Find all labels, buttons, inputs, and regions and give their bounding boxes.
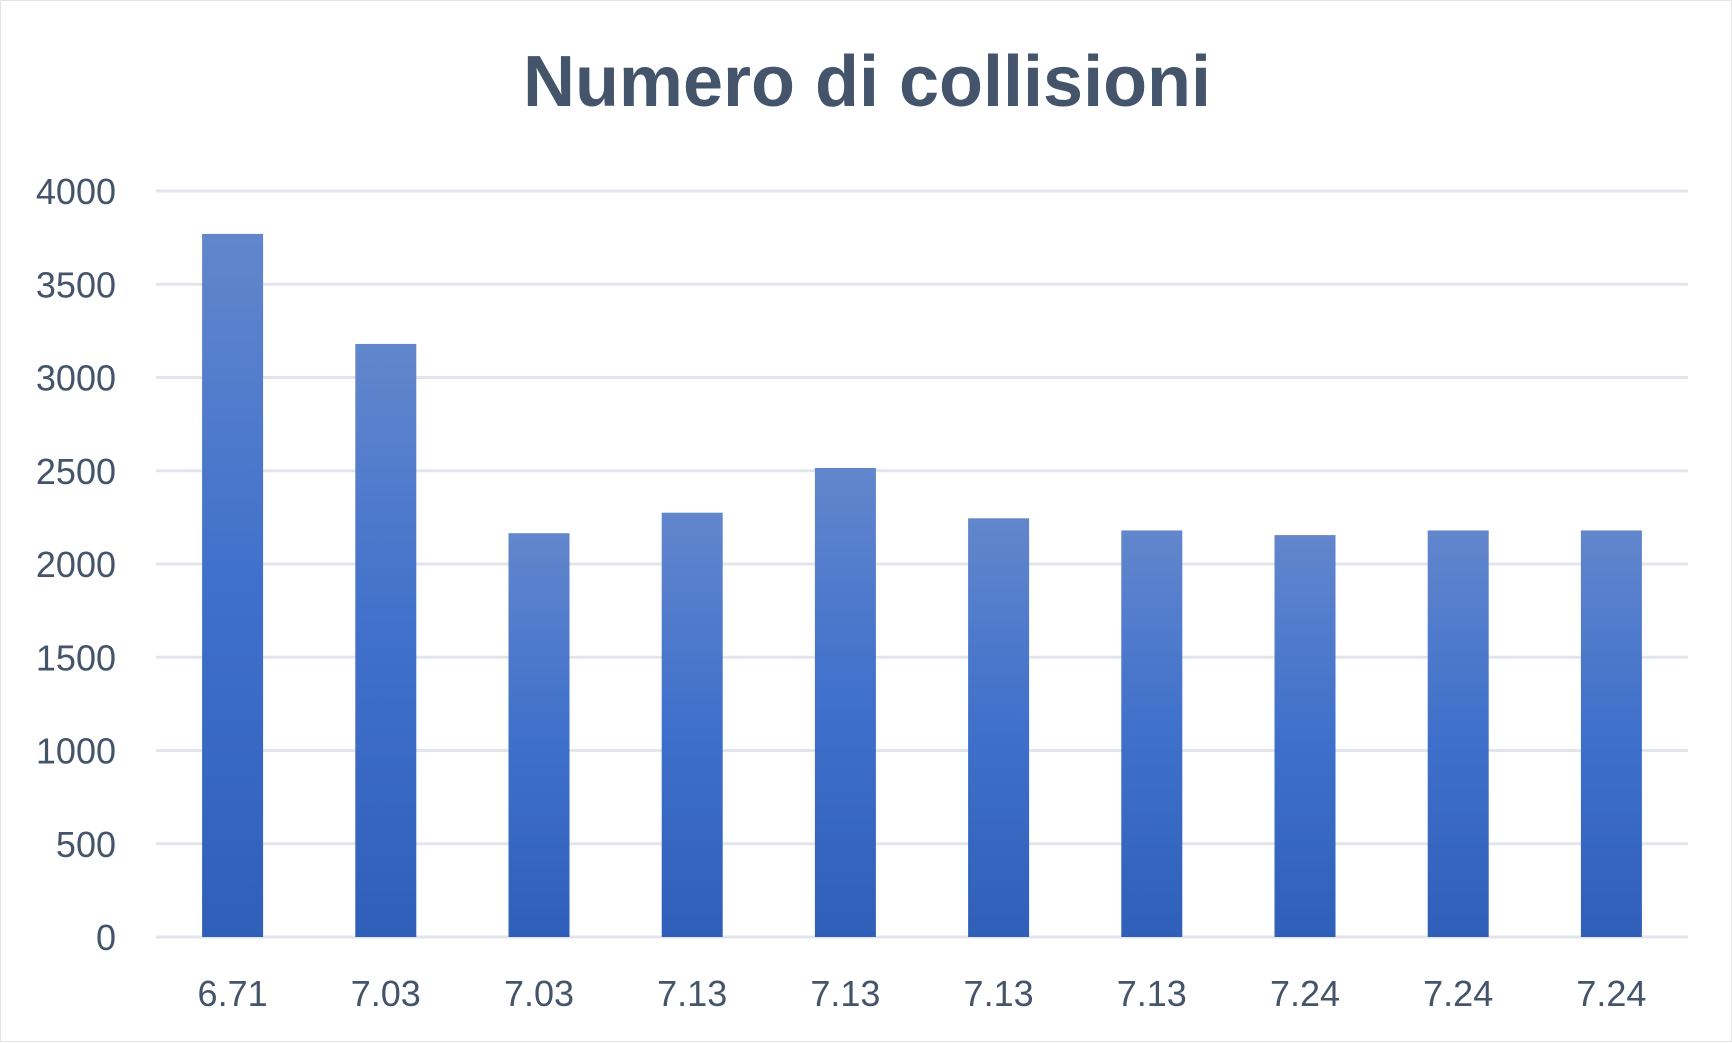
bar	[968, 518, 1030, 937]
x-tick-label: 7.24	[1576, 973, 1646, 1014]
bar	[661, 512, 723, 937]
y-tick-label: 1000	[36, 731, 116, 772]
y-tick-label: 500	[56, 824, 116, 865]
x-tick-label: 7.03	[351, 973, 421, 1014]
bar	[508, 533, 570, 937]
x-tick-label: 7.13	[810, 973, 880, 1014]
bar	[1121, 530, 1183, 937]
chart-title: Numero di collisioni	[522, 42, 1212, 122]
y-tick-label: 3500	[36, 264, 116, 305]
y-tick-label: 0	[96, 917, 116, 958]
x-tick-label: 7.13	[964, 973, 1034, 1014]
bar	[1427, 530, 1489, 937]
y-tick-label: 2500	[36, 451, 116, 492]
bar	[355, 343, 417, 937]
y-tick-label: 1500	[36, 637, 116, 678]
x-tick-label: 7.24	[1423, 973, 1493, 1014]
y-tick-label: 2000	[36, 544, 116, 585]
y-tick-label: 4000	[36, 171, 116, 212]
y-axis-ticks: 0 500 1000 1500 2000 2500 3000 3500 4000	[36, 171, 116, 958]
x-tick-label: 7.13	[1117, 973, 1187, 1014]
bar	[814, 467, 876, 937]
bar	[1580, 530, 1642, 937]
x-tick-label: 7.13	[657, 973, 727, 1014]
bar	[202, 233, 264, 937]
bars	[202, 233, 1642, 937]
x-tick-label: 7.03	[504, 973, 574, 1014]
bar	[1274, 535, 1336, 937]
x-tick-label: 6.71	[198, 973, 268, 1014]
y-tick-label: 3000	[36, 358, 116, 399]
x-axis-ticks: 6.71 7.03 7.03 7.13 7.13 7.13 7.13 7.24 7.24 7.24	[198, 973, 1647, 1014]
x-tick-label: 7.24	[1270, 973, 1340, 1014]
